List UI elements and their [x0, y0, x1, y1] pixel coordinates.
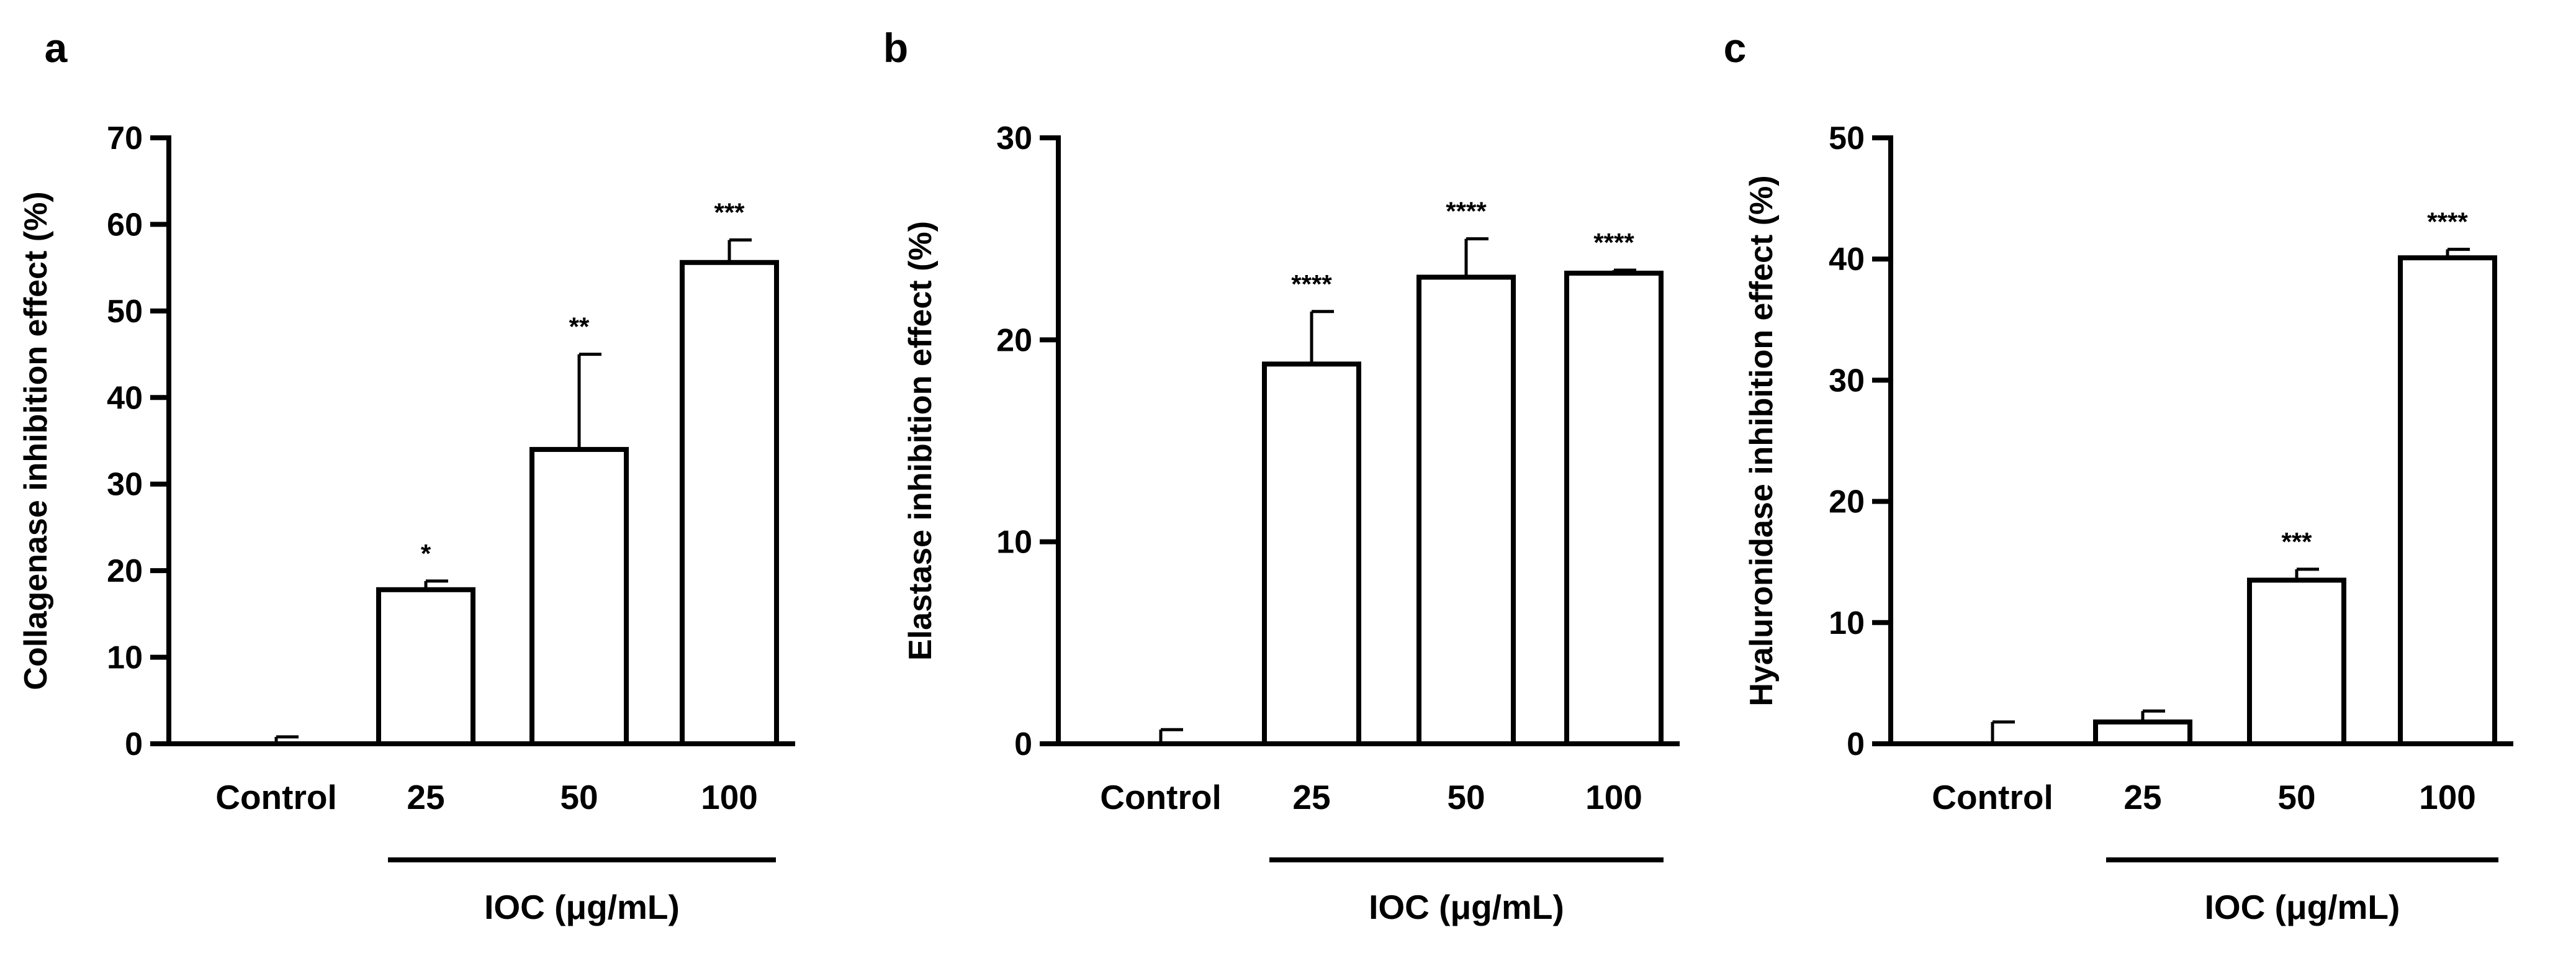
panel-letter-b: b [883, 25, 908, 71]
x-axis-group-label: IOC (μg/mL) [484, 888, 680, 926]
y-tick-label: 40 [107, 380, 143, 416]
x-axis-group-label: IOC (μg/mL) [1369, 888, 1564, 926]
y-tick-label: 30 [107, 467, 143, 503]
category-label: 25 [1292, 778, 1330, 816]
y-axis-title: Elastase inhibition effect (%) [903, 221, 939, 661]
bar-100 [2398, 255, 2497, 746]
category-label: 50 [560, 778, 598, 816]
y-tick-label: 0 [125, 726, 143, 762]
significance-label: *** [714, 198, 745, 227]
significance-label: * [421, 539, 431, 568]
y-tick-label: 20 [996, 322, 1032, 358]
significance-label: **** [1446, 197, 1487, 226]
bar-25 [2093, 719, 2192, 747]
significance-label: *** [2281, 527, 2312, 556]
y-axis-title: Collagenase inhibition effect (%) [18, 191, 54, 690]
y-tick-label: 0 [1014, 726, 1032, 762]
y-tick-label: 60 [107, 207, 143, 243]
bar-25 [1262, 361, 1361, 746]
category-label: 50 [1447, 778, 1485, 816]
x-axis-group-label: IOC (μg/mL) [2205, 888, 2400, 926]
category-label: 25 [407, 778, 444, 816]
significance-label: ** [569, 312, 590, 341]
y-tick-label: 10 [1829, 605, 1865, 641]
y-tick-label: 10 [107, 640, 143, 676]
panel-letter-a: a [45, 25, 68, 71]
y-tick-label: 0 [1847, 726, 1865, 762]
significance-label: **** [1593, 228, 1634, 257]
category-label: Control [1100, 778, 1222, 816]
bar-50 [2247, 577, 2346, 746]
category-label: 100 [701, 778, 758, 816]
category-label: 25 [2123, 778, 2161, 816]
panel-letter-c: c [1724, 25, 1747, 71]
y-tick-label: 70 [107, 120, 143, 156]
y-axis-title: Hyaluronidase inhibition effect (%) [1744, 175, 1780, 706]
significance-label: **** [2427, 207, 2468, 237]
y-tick-label: 10 [996, 525, 1032, 561]
y-tick-label: 50 [107, 294, 143, 330]
y-tick-label: 40 [1829, 242, 1865, 278]
bar-25 [376, 587, 475, 746]
y-tick-label: 30 [1829, 363, 1865, 399]
y-tick-label: 50 [1829, 120, 1865, 156]
category-label: 100 [1585, 778, 1642, 816]
significance-label: **** [1291, 269, 1332, 299]
bar-50 [529, 446, 629, 746]
category-label: Control [215, 778, 337, 816]
category-label: Control [1932, 778, 2053, 816]
category-label: 100 [2419, 778, 2476, 816]
y-tick-label: 20 [1829, 484, 1865, 520]
bar-100 [1564, 270, 1664, 746]
y-tick-label: 20 [107, 553, 143, 589]
bar-100 [680, 260, 779, 746]
y-tick-label: 30 [996, 120, 1032, 156]
bar-50 [1416, 274, 1516, 747]
category-label: 50 [2277, 778, 2315, 816]
